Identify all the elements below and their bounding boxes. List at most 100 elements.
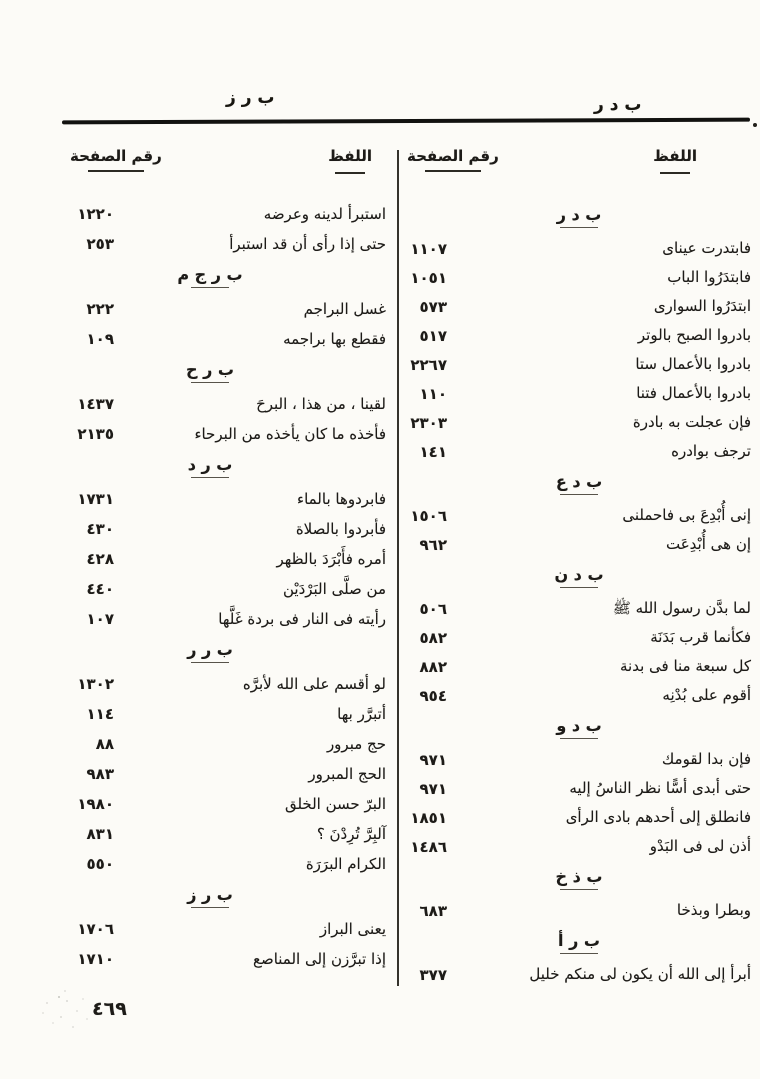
entry-page-number: ٥٨٢ bbox=[419, 628, 447, 647]
entry-phrase-text: ترجف بوادره bbox=[671, 442, 751, 460]
entry-phrase-text: فإن عجلت به بادرة bbox=[632, 413, 751, 431]
section-root-label: ب ر ج م bbox=[177, 265, 242, 289]
index-entry-row: الحج المبرور ٩٨٣ bbox=[30, 759, 390, 789]
index-entry-row: حتى أبدى أسًّا نظر الناسُ إليه ٩٧١ bbox=[403, 774, 755, 803]
entry-page-number: ٨٨٢ bbox=[419, 657, 447, 676]
index-entry-row: فابتدرت عيناى ١١٠٧ bbox=[403, 234, 755, 263]
entry-phrase-text: حتى إذا رأى أن قد استبرأ bbox=[229, 234, 386, 253]
entry-page-number: ١٠٥١ bbox=[410, 268, 447, 287]
entry-phrase-text: فابتدَرُوا الباب bbox=[667, 268, 751, 286]
entry-page-number: ١٥٠٦ bbox=[410, 506, 447, 525]
entry-page-number: ١٢٢٠ bbox=[77, 205, 114, 223]
index-entry-row: فكأنما قرب بَدَنَة ٥٨٢ bbox=[403, 623, 755, 652]
entry-phrase-text: فابردوها بالماء bbox=[297, 489, 386, 508]
entry-page-number: ٤٤٠ bbox=[86, 580, 114, 598]
scan-noise-speckles bbox=[58, 996, 60, 998]
section-root-label: ب د ن bbox=[554, 565, 603, 589]
entry-page-number: ٤٣٠ bbox=[86, 520, 114, 538]
index-entry-row: رأيته فى النار فى بردة غَلَّها ١٠٧ bbox=[30, 604, 390, 634]
index-entry-row: إن هى أُبْدِعَت ٩٦٢ bbox=[403, 530, 755, 559]
entry-phrase-text: غسل البراجم bbox=[303, 299, 386, 318]
running-head-right-root: ب د ر bbox=[594, 95, 642, 115]
entry-page-number: ٢٢٢ bbox=[86, 300, 114, 318]
entry-phrase-text: فأبردوا بالصلاة bbox=[295, 519, 386, 538]
section-root-heading: ب ر ر bbox=[30, 634, 390, 669]
entry-page-number: ١٣٠٢ bbox=[77, 675, 114, 693]
section-root-label: ب د ع bbox=[556, 472, 602, 496]
entry-phrase-text: فابتدرت عيناى bbox=[662, 239, 751, 257]
entry-page-number: ١١٠ bbox=[419, 384, 447, 403]
entry-page-number: ٩٧١ bbox=[419, 779, 447, 798]
entry-page-number: ٢٢٦٧ bbox=[410, 355, 447, 374]
entry-phrase-text: يعنى البراز bbox=[319, 919, 386, 938]
index-entry-row: فابتدَرُوا الباب ١٠٥١ bbox=[403, 263, 755, 292]
entry-phrase-text: فكأنما قرب بَدَنَة bbox=[650, 628, 751, 646]
index-entry-row: فإن عجلت به بادرة ٢٣٠٣ bbox=[403, 408, 755, 437]
index-entry-row: يعنى البراز ١٧٠٦ bbox=[30, 914, 390, 944]
entry-phrase-text: فإن بدا لقومك bbox=[661, 750, 751, 768]
index-entry-row: أذن لى فى البَدْو ١٤٨٦ bbox=[403, 832, 755, 861]
index-entry-row: بادروا الصبح بالوتر ٥١٧ bbox=[403, 321, 755, 350]
index-entry-row: إذا تبرَّزن إلى المناصع ١٧١٠ bbox=[30, 944, 390, 974]
index-entry-row: لما بدَّن رسول الله ﷺ ٥٠٦ bbox=[403, 594, 755, 623]
entry-phrase-text: من صلَّى البَرْدَيْن bbox=[282, 579, 386, 598]
section-root-label: ب ر أ bbox=[558, 931, 600, 955]
index-entry-row: فانطلق إلى أحدهم بادى الرأى ١٨٥١ bbox=[403, 803, 755, 832]
entry-phrase-text: أذن لى فى البَدْو bbox=[649, 837, 751, 855]
index-entry-row: ترجف بوادره ١٤١ bbox=[403, 437, 755, 466]
entry-phrase-text: أقوم على بُدْنِه bbox=[662, 686, 751, 704]
section-root-heading: ب ر ز bbox=[30, 879, 390, 914]
entry-phrase-text: أبرأ إلى الله أن يكون لى منكم خليل bbox=[529, 965, 751, 983]
section-root-heading: ب د ن bbox=[403, 559, 755, 594]
section-root-label: ب ر ر bbox=[187, 640, 233, 664]
entry-phrase-text: فانطلق إلى أحدهم بادى الرأى bbox=[565, 808, 751, 826]
entry-page-number: ٥٧٣ bbox=[419, 297, 447, 316]
entry-phrase-text: آلبِرَّ تُرِدْنَ ؟ bbox=[316, 824, 386, 843]
index-entry-row: أقوم على بُدْنِه ٩٥٤ bbox=[403, 681, 755, 710]
entry-page-number: ١٤١ bbox=[419, 442, 447, 461]
entry-page-number: ٤٢٨ bbox=[86, 550, 114, 568]
index-entry-row: كل سبعة منا فى بدنة ٨٨٢ bbox=[403, 652, 755, 681]
section-root-label: ب ذ خ bbox=[556, 867, 603, 891]
entry-page-number: ٢١٣٥ bbox=[77, 425, 114, 443]
index-entry-row: فابردوها بالماء ١٧٣١ bbox=[30, 484, 390, 514]
entry-page-number: ١٧٣١ bbox=[77, 490, 114, 508]
entry-phrase-text: إنى أُبْدِعَ بى فاحملنى bbox=[622, 506, 751, 524]
index-entry-row: أبرأ إلى الله أن يكون لى منكم خليل ٣٧٧ bbox=[403, 960, 755, 989]
section-root-label: ب ر د bbox=[188, 455, 233, 479]
section-root-label: ب ر ز bbox=[187, 885, 233, 909]
index-entry-row: فقطع بها براجمه ١٠٩ bbox=[30, 324, 390, 354]
entry-phrase-text: بادروا بالأعمال ستا bbox=[635, 355, 751, 373]
index-entry-row: حتى إذا رأى أن قد استبرأ ٢٥٣ bbox=[30, 229, 390, 259]
column-header-row: اللفظ رقم الصفحة bbox=[403, 142, 755, 199]
index-entry-row: حج مبرور ٨٨ bbox=[30, 729, 390, 759]
entry-page-number: ١٤٨٦ bbox=[410, 837, 447, 856]
entry-phrase-text: ابتدَرُوا السوارى bbox=[653, 297, 751, 315]
header-rule bbox=[61, 117, 751, 125]
entry-page-number: ١٩٨٠ bbox=[77, 795, 114, 813]
entry-phrase-text: استبرأ لدينه وعرضه bbox=[263, 204, 386, 223]
index-entry-row: فإن بدا لقومك ٩٧١ bbox=[403, 745, 755, 774]
entry-phrase-text: لقينا ، من هذا ، البرحَ bbox=[256, 394, 386, 413]
section-root-label: ب د و bbox=[556, 716, 601, 740]
page-number-column-header: رقم الصفحة bbox=[70, 147, 162, 172]
entry-page-number: ٨٨ bbox=[95, 735, 114, 753]
entry-phrase-text: فقطع بها براجمه bbox=[283, 329, 386, 348]
index-entry-row: فأبردوا بالصلاة ٤٣٠ bbox=[30, 514, 390, 544]
index-entry-row: البرّ حسن الخلق ١٩٨٠ bbox=[30, 789, 390, 819]
index-entry-row: أمره فأَبْرَدَ بالظهر ٤٢٨ bbox=[30, 544, 390, 574]
entry-phrase-text: حج مبرور bbox=[326, 734, 386, 753]
entry-page-number: ٩٦٢ bbox=[419, 535, 447, 554]
entry-page-number: ١٠٧ bbox=[86, 610, 114, 628]
entry-page-number: ١٤٣٧ bbox=[77, 395, 114, 413]
section-root-heading: ب ذ خ bbox=[403, 861, 755, 896]
entry-phrase-text: بادروا بالأعمال فتنا bbox=[636, 384, 751, 402]
section-root-heading: ب د ر bbox=[403, 199, 755, 234]
running-head-left-root: ب ر ز bbox=[226, 88, 275, 108]
index-entry-row: إنى أُبْدِعَ بى فاحملنى ١٥٠٦ bbox=[403, 501, 755, 530]
entry-phrase-text: بادروا الصبح بالوتر bbox=[637, 326, 751, 344]
section-root-heading: ب د ع bbox=[403, 466, 755, 501]
index-column-left: اللفظ رقم الصفحة استبرأ لدينه وعرضه ١٢٢٠ حتى… bbox=[30, 142, 390, 974]
folio-page-number: ٤٦٩ bbox=[92, 998, 127, 1020]
entry-phrase-text: لما بدَّن رسول الله ﷺ bbox=[612, 599, 751, 617]
